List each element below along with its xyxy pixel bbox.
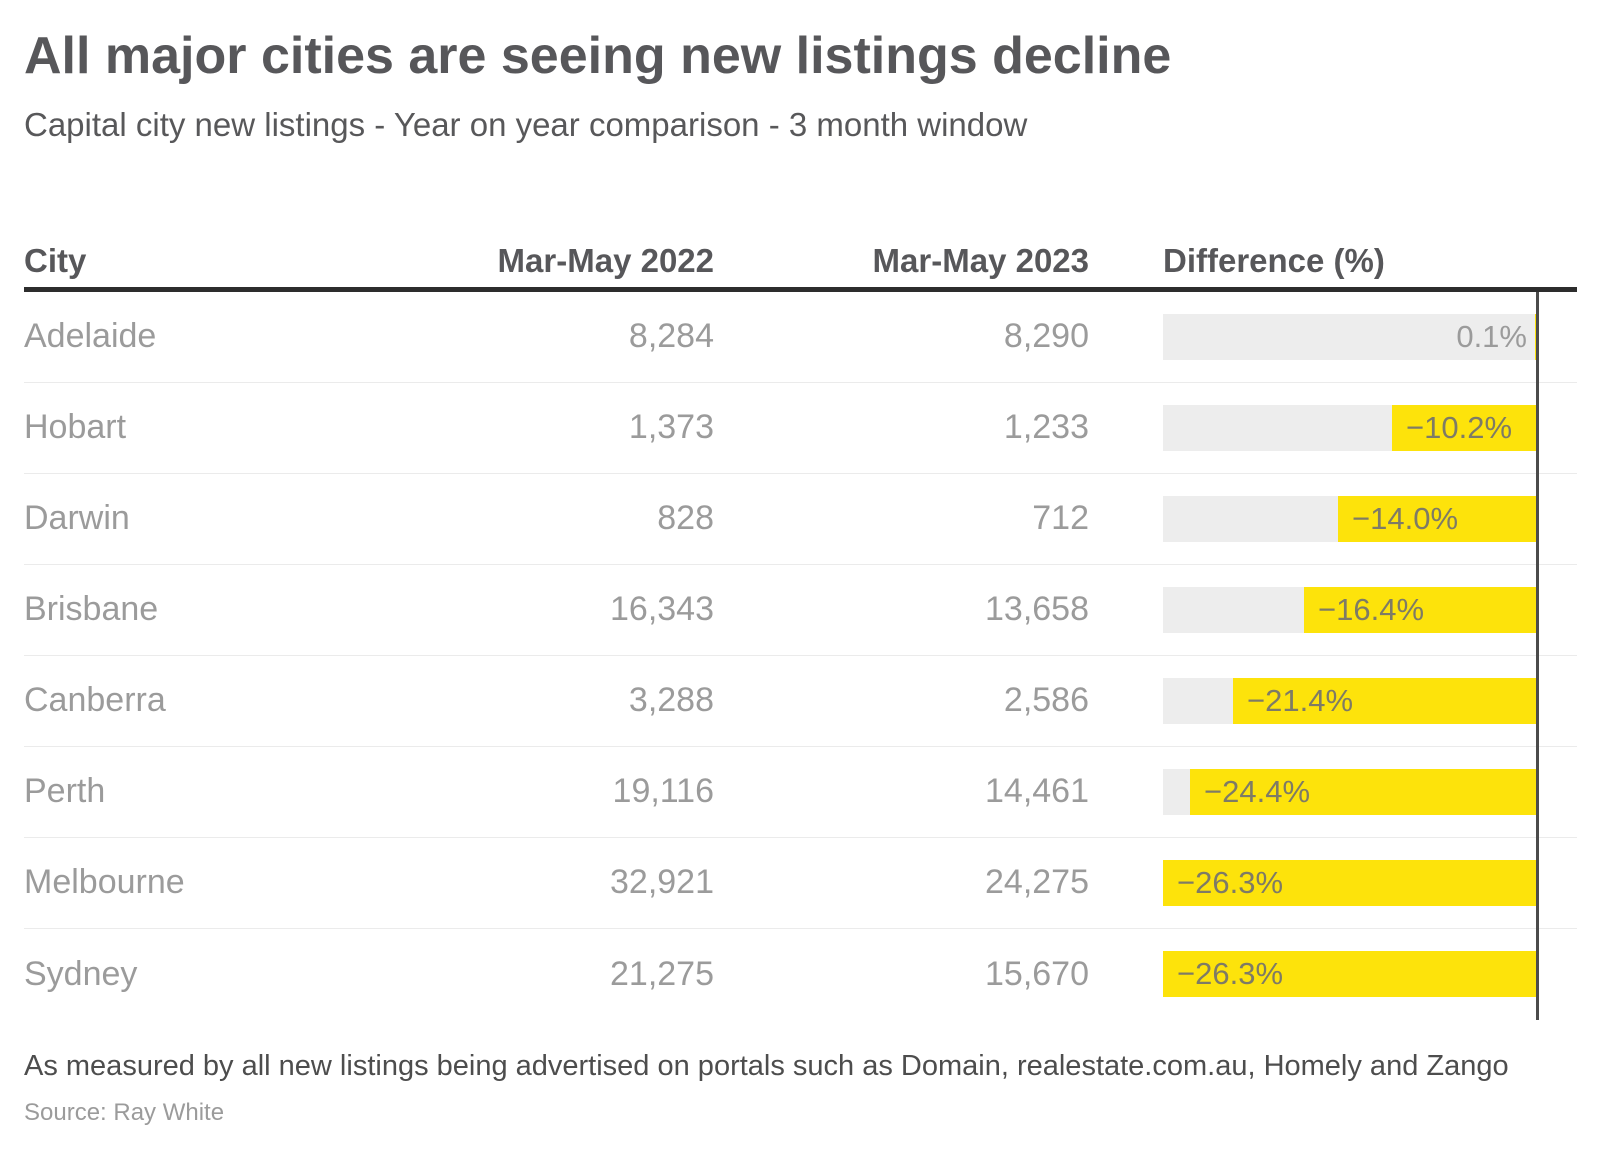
value-2022-cell: 1,373 [628,408,714,447]
city-cell: Hobart [24,408,127,447]
diff-bar-fill [1392,404,1537,451]
table-row: Brisbane 16,343 13,658 −16.4% [24,565,1577,656]
value-2023-cell: 1,233 [1003,408,1089,447]
table-body: Adelaide 8,284 8,290 0.1% Hobart 1,373 1… [24,291,1577,1020]
footnote: As measured by all new listings being ad… [24,1049,1509,1082]
table-row: Darwin 828 712 −14.0% [24,474,1577,565]
diff-bar-track: −16.4% [1163,586,1537,633]
diff-bar-label: −26.3% [1177,956,1284,992]
diff-bar-cell: −21.4% [1163,677,1537,724]
value-2023-cell: 8,290 [1003,317,1089,356]
value-2022-cell: 828 [657,499,714,538]
diff-bar-cell: −14.0% [1163,495,1537,542]
diff-bar-track: −21.4% [1163,677,1537,724]
column-header-2023: Mar-May 2023 [872,241,1089,279]
diff-bar-track: −10.2% [1163,404,1537,451]
table-row: Perth 19,116 14,461 −24.4% [24,747,1577,838]
diff-bar-track: −14.0% [1163,495,1537,542]
city-cell: Adelaide [24,317,157,356]
diff-bar-fill [1304,586,1537,633]
diff-bar-track: −26.3% [1163,859,1537,906]
city-cell: Darwin [24,499,130,538]
diff-bar-fill [1163,951,1537,998]
city-cell: Canberra [24,681,166,720]
value-2022-cell: 16,343 [610,590,714,629]
column-header-city: City [24,241,87,279]
value-2023-cell: 712 [1032,499,1089,538]
diff-bar-fill [1190,768,1537,815]
chart-title: All major cities are seeing new listings… [24,27,1172,85]
chart-subtitle: Capital city new listings - Year on year… [24,106,1028,144]
diff-bar-track: −24.4% [1163,768,1537,815]
diff-bar-label: 0.1% [1456,318,1527,354]
table-row: Canberra 3,288 2,586 −21.4% [24,656,1577,747]
diff-bar-label: −24.4% [1204,773,1311,809]
city-cell: Sydney [24,954,138,993]
value-2023-cell: 13,658 [985,590,1089,629]
table-header-row: City Mar-May 2022 Mar-May 2023 Differenc… [24,241,1577,281]
value-2023-cell: 14,461 [985,772,1089,811]
diff-bar-label: −14.0% [1352,500,1459,536]
table-row: Sydney 21,275 15,670 −26.3% [24,929,1577,1020]
diff-bar-label: −26.3% [1177,864,1284,900]
table-row: Melbourne 32,921 24,275 −26.3% [24,838,1577,929]
chart-card: All major cities are seeing new listings… [24,27,1577,1127]
table-row: Hobart 1,373 1,233 −10.2% [24,383,1577,474]
city-cell: Perth [24,772,106,811]
diff-bar-fill [1233,677,1537,724]
value-2022-cell: 3,288 [628,681,714,720]
value-2022-cell: 21,275 [610,954,714,993]
diff-bar-track: 0.1% [1163,313,1537,360]
value-2023-cell: 24,275 [985,863,1089,902]
listings-table: City Mar-May 2022 Mar-May 2023 Differenc… [24,241,1577,1020]
diff-bar-label: −21.4% [1247,682,1354,718]
diff-bar-fill [1338,495,1537,542]
diff-bar-cell: −24.4% [1163,768,1537,815]
table-row: Adelaide 8,284 8,290 0.1% [24,292,1577,383]
value-2022-cell: 32,921 [610,863,714,902]
diff-bar-cell: 0.1% [1163,313,1537,360]
city-cell: Melbourne [24,863,185,902]
diff-bar-fill [1163,859,1537,906]
diff-bar-cell: −10.2% [1163,404,1537,451]
city-cell: Brisbane [24,590,159,629]
value-2023-cell: 15,670 [985,954,1089,993]
diff-bar-cell: −26.3% [1163,951,1537,998]
header-rule [24,286,1577,292]
diff-bar-label: −10.2% [1406,409,1513,445]
diff-bar-label: −16.4% [1318,591,1425,627]
diff-bar-cell: −16.4% [1163,586,1537,633]
value-2023-cell: 2,586 [1003,681,1089,720]
column-header-2022: Mar-May 2022 [497,241,714,279]
value-2022-cell: 8,284 [628,317,714,356]
diff-bar-track: −26.3% [1163,951,1537,998]
zero-axis-line [1536,291,1539,1020]
value-2022-cell: 19,116 [612,772,714,811]
diff-bar-cell: −26.3% [1163,859,1537,906]
source-attribution: Source: Ray White [24,1099,225,1127]
column-header-difference: Difference (%) [1163,241,1385,279]
